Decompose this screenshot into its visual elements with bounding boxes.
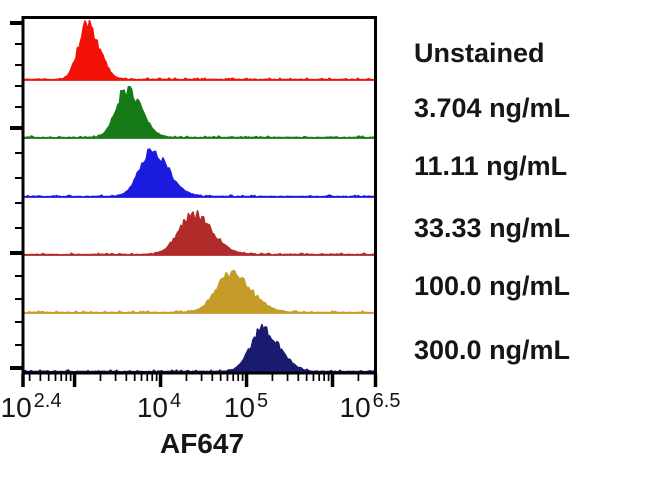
x-tick-base: 10 <box>339 392 371 423</box>
x-tick-base: 10 <box>136 392 169 423</box>
x-tick-label-4: 10 4 <box>137 390 181 424</box>
x-tick-exponent: 4 <box>170 390 182 412</box>
x-axis-title: AF647 <box>159 428 245 459</box>
x-tick-label-2_4: 10 2.4 <box>1 390 62 424</box>
x-tick-exponent: 2.4 <box>33 390 62 412</box>
legend-item-unstained: Unstained <box>414 38 545 68</box>
legend-item-1111: 11.11 ng/mL <box>414 151 568 181</box>
x-tick-exponent: 6.5 <box>372 390 401 412</box>
legend-item-3000: 300.0 ng/mL <box>414 335 571 365</box>
legend-item-1000: 100.0 ng/mL <box>414 271 571 301</box>
x-tick-label-5: 10 5 <box>224 390 268 424</box>
x-tick-exponent: 5 <box>257 390 269 412</box>
x-tick-label-6_5: 10 6.5 <box>340 390 401 424</box>
legend-item-3704: 3.704 ng/mL <box>414 93 571 123</box>
legend-item-3333: 33.33 ng/mL <box>414 213 571 243</box>
x-tick-base: 10 <box>223 392 256 423</box>
x-tick-base: 10 <box>0 392 32 423</box>
